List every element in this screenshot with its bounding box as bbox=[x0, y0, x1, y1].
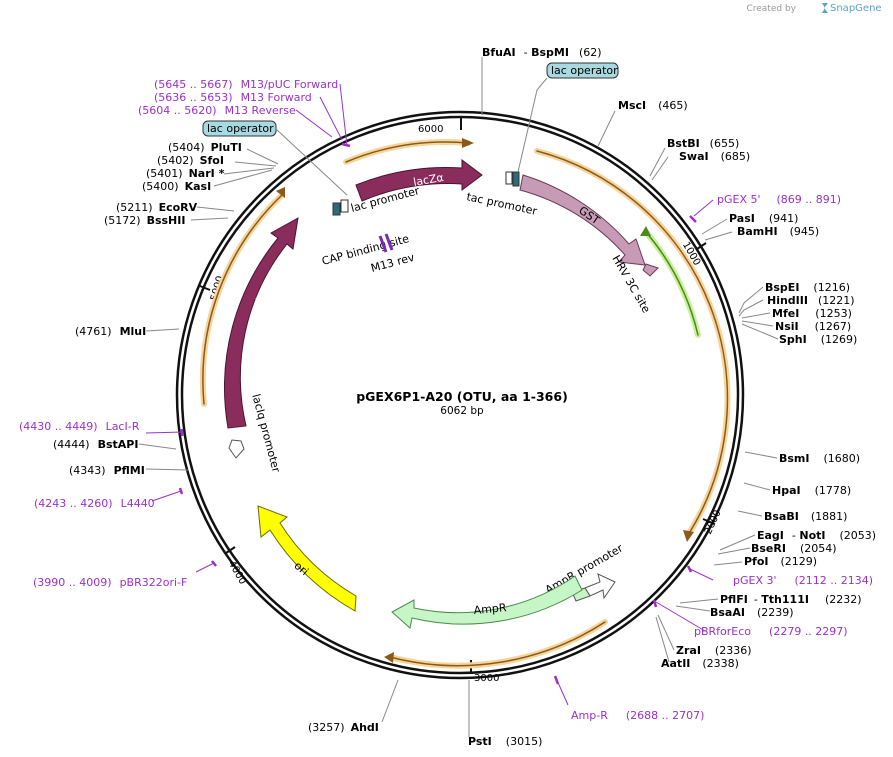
lac-operator-label-top: lac operator bbox=[551, 64, 618, 77]
enzyme-mfei[interactable]: MfeI (1253) bbox=[772, 307, 852, 320]
created-by-text: Created by bbox=[746, 4, 796, 14]
primer-m13fwd[interactable]: (5636 .. 5653) M13 Forward bbox=[154, 91, 312, 104]
enzyme-eagi[interactable]: EagI - NotI (2053) bbox=[757, 529, 876, 542]
enzyme-aatii[interactable]: AatII (2338) bbox=[661, 657, 739, 670]
orf-arcs bbox=[199, 139, 731, 669]
enzyme-hpai[interactable]: HpaI (1778) bbox=[772, 484, 851, 497]
enzyme-ahdi[interactable]: (3257) AhdI bbox=[308, 721, 379, 734]
enzyme-kasi[interactable]: (5400) KasI bbox=[142, 180, 211, 193]
enzyme-mlui[interactable]: (4761) MluI bbox=[75, 325, 146, 338]
primer-l4440[interactable]: (4243 .. 4260) L4440 bbox=[34, 497, 155, 510]
primer-pgex5[interactable]: pGEX 5' (869 .. 891) bbox=[717, 193, 841, 206]
enzyme-nari[interactable]: (5401) NarI * bbox=[146, 167, 225, 180]
lac-promoter-mark[interactable] bbox=[332, 199, 349, 216]
tac-promoter-label: tac promoter bbox=[465, 190, 538, 218]
lac-operator-label-left: lac operator bbox=[207, 122, 274, 135]
primer-m13rev[interactable]: (5604 .. 5620) M13 Reverse bbox=[138, 104, 296, 117]
ampr-label: AmpR bbox=[473, 601, 507, 617]
enzyme-pluti[interactable]: (5404) PluTI bbox=[168, 141, 242, 154]
primer-pgex3[interactable]: pGEX 3' (2112 .. 2134) bbox=[733, 574, 873, 587]
enzyme-pflmi[interactable]: (4343) PflMI bbox=[69, 464, 145, 477]
enzyme-nsii[interactable]: NsiI (1267) bbox=[775, 320, 851, 333]
gst-feature[interactable] bbox=[519, 174, 659, 277]
laci-feature[interactable] bbox=[224, 217, 299, 429]
enzyme-bsabi[interactable]: BsaBI (1881) bbox=[764, 510, 847, 523]
tick-6000: 6000 bbox=[418, 124, 443, 135]
label-connectors bbox=[138, 57, 779, 737]
primer-marks bbox=[178, 142, 697, 685]
m13-rev-mark[interactable] bbox=[378, 233, 394, 253]
lacza-label: lacZα bbox=[412, 171, 444, 189]
enzyme-bstapi[interactable]: (4444) BstAPI bbox=[53, 438, 138, 451]
lacza-feature[interactable] bbox=[355, 159, 483, 202]
primer-laci-r[interactable]: (4430 .. 4449) LacI-R bbox=[19, 420, 140, 433]
enzyme-bspei[interactable]: BspEI (1216) bbox=[765, 281, 850, 294]
primer-pbr322ori[interactable]: (3990 .. 4009) pBR322ori-F bbox=[33, 576, 187, 589]
plasmid-title: pGEX6P1-A20 (OTU, aa 1-366) bbox=[356, 389, 568, 404]
enzyme-zrai[interactable]: ZraI (2336) bbox=[676, 644, 752, 657]
enzyme-swai[interactable]: SwaI (685) bbox=[679, 150, 750, 163]
primer-connectors bbox=[145, 83, 714, 706]
enzyme-hindiii[interactable]: HindIII (1221) bbox=[767, 294, 855, 307]
ori-feature[interactable] bbox=[257, 505, 357, 612]
m13-rev-label: M13 rev bbox=[369, 251, 416, 275]
lac-operator-box-top[interactable] bbox=[546, 62, 619, 79]
tac-promoter-mark[interactable] bbox=[505, 171, 520, 187]
enzyme-bamhi[interactable]: BamHI (945) bbox=[737, 225, 819, 238]
enzyme-ecorv[interactable]: (5211) EcoRV bbox=[116, 201, 198, 214]
primer-m13puc[interactable]: (5645 .. 5667) M13/pUC Forward bbox=[154, 78, 338, 91]
ampr-promoter-feature[interactable] bbox=[571, 573, 616, 602]
enzyme-psti[interactable]: PstI (3015) bbox=[468, 735, 542, 748]
orf-arrowheads bbox=[276, 138, 694, 663]
laciq-promoter-label: lacIq promoter bbox=[249, 393, 283, 475]
primer-pbrforeco[interactable]: pBRforEco (2279 .. 2297) bbox=[694, 625, 848, 638]
snapgene-brand: SnapGene bbox=[830, 3, 882, 14]
enzyme-sphi[interactable]: SphI (1269) bbox=[779, 333, 857, 346]
plasmid-size: 6062 bp bbox=[440, 405, 484, 417]
lac-operator-box-left[interactable] bbox=[202, 120, 277, 137]
tick-3000: 3000 bbox=[474, 673, 499, 684]
enzyme-pfoi[interactable]: PfoI (2129) bbox=[744, 555, 817, 568]
enzyme-pasi[interactable]: PasI (941) bbox=[729, 212, 798, 225]
enzyme-bsshii[interactable]: (5172) BssHII bbox=[104, 214, 185, 227]
primer-ampr[interactable]: Amp-R (2688 .. 2707) bbox=[571, 709, 704, 722]
enzyme-msci[interactable]: MscI (465) bbox=[618, 99, 688, 112]
enzyme-bfuai[interactable]: BfuAI - BspMI (62) bbox=[482, 46, 602, 59]
enzyme-bseri[interactable]: BseRI (2054) bbox=[751, 542, 837, 555]
enzyme-sfoi[interactable]: (5402) SfoI bbox=[157, 154, 224, 167]
enzyme-bsmi[interactable]: BsmI (1680) bbox=[779, 452, 860, 465]
ampr-feature[interactable] bbox=[391, 575, 583, 629]
enzyme-pflfi[interactable]: PflFI - Tth111I (2232) bbox=[720, 593, 862, 606]
snapgene-logo-icon bbox=[822, 3, 828, 13]
laci-label: lacI bbox=[249, 296, 266, 318]
laciq-promoter-feature[interactable] bbox=[228, 439, 245, 459]
enzyme-bsaai[interactable]: BsaAI (2239) bbox=[710, 606, 794, 619]
enzyme-bstbi[interactable]: BstBI (655) bbox=[667, 137, 739, 150]
